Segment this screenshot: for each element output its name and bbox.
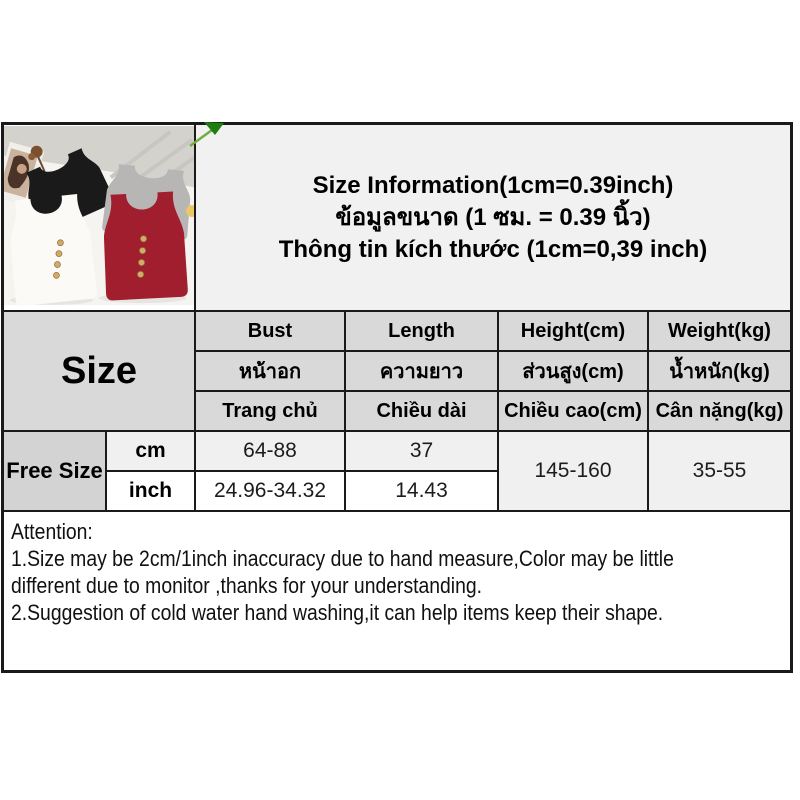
size-corner-label: Size — [4, 312, 196, 432]
col-header-height-vi: Chiều cao(cm) — [499, 392, 649, 432]
leaf-blade — [204, 122, 224, 135]
col-header-height-th: ส่วนสูง(cm) — [499, 352, 649, 392]
col-header-height-en: Height(cm) — [499, 312, 649, 352]
white-tank-buttons — [53, 239, 64, 279]
col-header-weight-en: Weight(kg) — [649, 312, 790, 352]
weight-range-value: 35-55 — [649, 432, 790, 512]
dried-flower — [28, 145, 46, 172]
bust-inch-value: 24.96-34.32 — [196, 472, 346, 512]
attention-heading: Attention: — [11, 519, 93, 544]
col-header-length-th: ความยาว — [346, 352, 499, 392]
attention-notes: Attention: 1.Size may be 2cm/1inch inacc… — [4, 512, 790, 670]
title-line-th: ข้อมูลขนาด (1 ซม. = 0.39 นิ้ว) — [335, 203, 651, 231]
bust-cm-value: 64-88 — [196, 432, 346, 472]
size-chart-grid: Size Information(1cm=0.39inch) ข้อมูลขนา… — [4, 125, 790, 670]
col-header-weight-th: น้ำหนัก(kg) — [649, 352, 790, 392]
attention-line-2: different due to monitor ,thanks for you… — [11, 573, 483, 598]
title-line-en: Size Information(1cm=0.39inch) — [312, 171, 674, 199]
col-header-bust-en: Bust — [196, 312, 346, 352]
leaf-decoration — [189, 122, 224, 148]
attention-line-3: 2.Suggestion of cold water hand washing,… — [11, 600, 664, 625]
col-header-weight-vi: Cân nặng(kg) — [649, 392, 790, 432]
product-photo — [4, 125, 196, 312]
size-chart-sheet: Size Information(1cm=0.39inch) ข้อมูลขนา… — [1, 122, 793, 673]
col-header-length-en: Length — [346, 312, 499, 352]
unit-cm-cell: cm — [107, 432, 196, 472]
length-inch-value: 14.43 — [346, 472, 499, 512]
product-photo-illustration — [4, 125, 194, 306]
attention-line-1: 1.Size may be 2cm/1inch inaccuracy due t… — [11, 546, 674, 571]
title-block: Size Information(1cm=0.39inch) ข้อมูลขนา… — [196, 125, 790, 312]
col-header-bust-vi: Trang chủ — [196, 392, 346, 432]
length-cm-value: 37 — [346, 432, 499, 472]
title-line-vi: Thông tin kích thước (1cm=0,39 inch) — [278, 235, 708, 263]
red-tank-buttons — [137, 235, 148, 278]
size-name-cell: Free Size — [4, 432, 107, 512]
leaf-stem — [189, 128, 213, 148]
col-header-length-vi: Chiều dài — [346, 392, 499, 432]
unit-inch-cell: inch — [107, 472, 196, 512]
height-range-value: 145-160 — [499, 432, 649, 512]
col-header-bust-th: หน้าอก — [196, 352, 346, 392]
yellow-pom — [186, 205, 194, 217]
